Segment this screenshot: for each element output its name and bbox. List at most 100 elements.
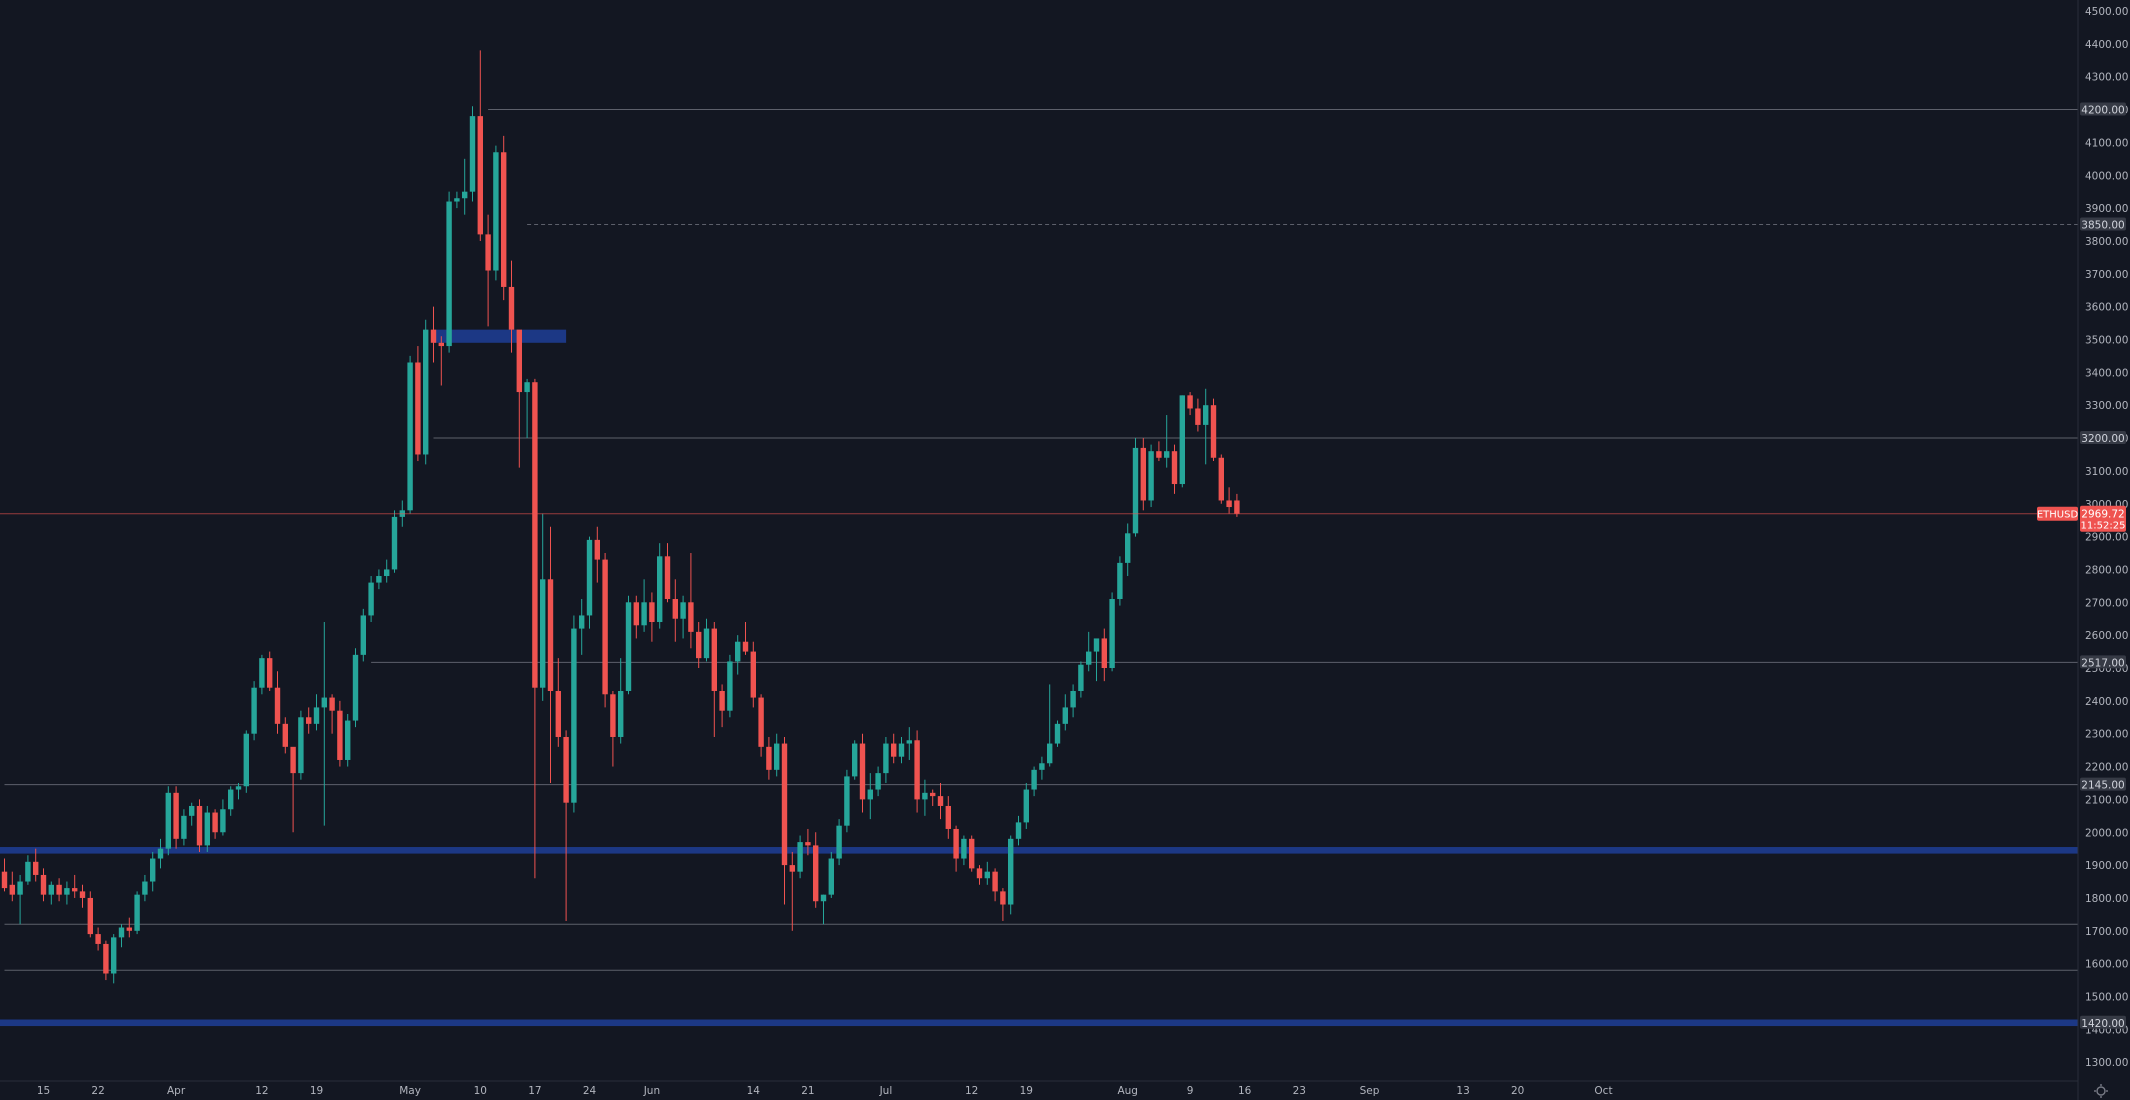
candle-body: [228, 789, 234, 810]
candle-body: [532, 382, 538, 688]
candle-body: [282, 723, 288, 747]
candle-body: [703, 628, 710, 659]
level-price-label-bg: [2080, 777, 2126, 791]
level-price-label-bg: [2080, 217, 2126, 231]
time-tick-label: May: [399, 1085, 421, 1097]
price-tick-label: 2000.00: [2085, 827, 2128, 839]
candle-body: [181, 815, 187, 839]
candle-body: [618, 690, 624, 737]
zone-price-label-bg: [2080, 1015, 2126, 1029]
level-price-label-bg: [2080, 431, 2126, 445]
candle-body: [1164, 451, 1170, 458]
candle-body: [758, 697, 764, 747]
settings-gear-icon[interactable]: [2094, 1084, 2108, 1098]
candle-body: [329, 697, 335, 711]
candle-body: [602, 559, 608, 695]
candle-body: [1070, 690, 1076, 708]
candle-body: [72, 888, 78, 892]
price-tick-label: 1800.00: [2085, 893, 2128, 905]
candle-body: [384, 569, 390, 577]
last-price-tag-bg: [2080, 505, 2126, 532]
price-tick-label: 4400.00: [2085, 39, 2128, 51]
candle-body: [118, 927, 125, 938]
candle-body: [360, 615, 366, 655]
candle-body: [633, 602, 639, 626]
price-tick-label: 2800.00: [2085, 564, 2128, 576]
candle-body: [516, 329, 522, 393]
candle-body: [914, 740, 920, 800]
candle-body: [820, 894, 827, 902]
candle-body: [165, 792, 171, 849]
price-tick-label: 2900.00: [2085, 532, 2128, 544]
level-price-label: 4200.00: [2081, 105, 2124, 117]
candle-body: [555, 690, 561, 737]
candle-body: [150, 858, 156, 882]
candle-body: [430, 329, 437, 343]
candle-body: [1195, 408, 1201, 425]
price-tick-label: 2400.00: [2085, 696, 2128, 708]
candle-body: [836, 825, 842, 859]
candle-body: [462, 191, 468, 199]
level-price-label: 2517.00: [2081, 657, 2124, 669]
candle-body: [477, 116, 483, 235]
price-tick-label: 1500.00: [2085, 992, 2128, 1004]
candle-body: [1039, 763, 1045, 770]
time-tick-label: Aug: [1117, 1085, 1138, 1097]
candle-body: [875, 773, 881, 790]
price-tick-label: 3800.00: [2085, 236, 2128, 248]
candle-body: [1008, 838, 1014, 905]
time-axis[interactable]: 15 22 Apr 12 19 May 10 17 24 Jun 14 21 Jul 12 19 Aug 9 16…: [0, 1080, 2078, 1097]
price-tick-label: 4300.00: [2085, 72, 2128, 84]
level-price-label-bg: [2080, 655, 2126, 669]
candle-body: [1000, 891, 1006, 905]
time-tick-label: 22: [91, 1085, 104, 1097]
candle-body: [524, 382, 530, 393]
horizontal-levels: [4, 109, 2078, 971]
candle-body: [9, 884, 15, 895]
time-tick-label: Jul: [879, 1085, 893, 1097]
last-price-value: 2969.72: [2081, 509, 2124, 521]
support-zone: [0, 847, 2078, 854]
candle-body: [446, 201, 452, 347]
candle-body: [906, 740, 912, 744]
candle-body: [774, 743, 780, 770]
candle-body: [711, 628, 717, 691]
price-tick-label: 3500.00: [2085, 335, 2128, 347]
candle-body: [438, 342, 444, 347]
candle-body: [891, 743, 897, 757]
candle-body: [501, 152, 507, 287]
candle-body: [1023, 789, 1029, 823]
candle-body: [1218, 457, 1224, 501]
candle-body: [274, 687, 281, 724]
candle-body: [1086, 651, 1092, 665]
candle-body: [844, 776, 850, 826]
candle-body: [493, 152, 499, 271]
candle-body: [485, 234, 491, 271]
candle-body: [1109, 599, 1115, 668]
candle-body: [1047, 743, 1053, 764]
price-tick-label: 3400.00: [2085, 367, 2128, 379]
candle-body: [579, 615, 585, 629]
candle-body: [111, 937, 117, 974]
candle-body: [243, 733, 249, 787]
time-tick-label: Apr: [167, 1085, 186, 1097]
candle-body: [376, 576, 382, 583]
price-tick-label: 1700.00: [2085, 926, 2128, 938]
price-tick-label: 3700.00: [2085, 269, 2128, 281]
candle-body: [1062, 707, 1068, 724]
candle-body: [735, 641, 741, 662]
time-tick-label: 14: [747, 1085, 761, 1097]
candle-body: [454, 198, 460, 202]
price-tick-label: 3100.00: [2085, 466, 2128, 478]
candle-body: [1117, 562, 1123, 600]
candle-body: [930, 792, 936, 797]
candle-body: [345, 720, 351, 760]
time-tick-label: 21: [801, 1085, 814, 1097]
price-tick-label: 1300.00: [2085, 1057, 2128, 1069]
candle-body: [17, 881, 23, 895]
candle-body: [805, 842, 811, 846]
price-tick-label: 4000.00: [2085, 170, 2128, 182]
price-tick-label: 2600.00: [2085, 630, 2128, 642]
